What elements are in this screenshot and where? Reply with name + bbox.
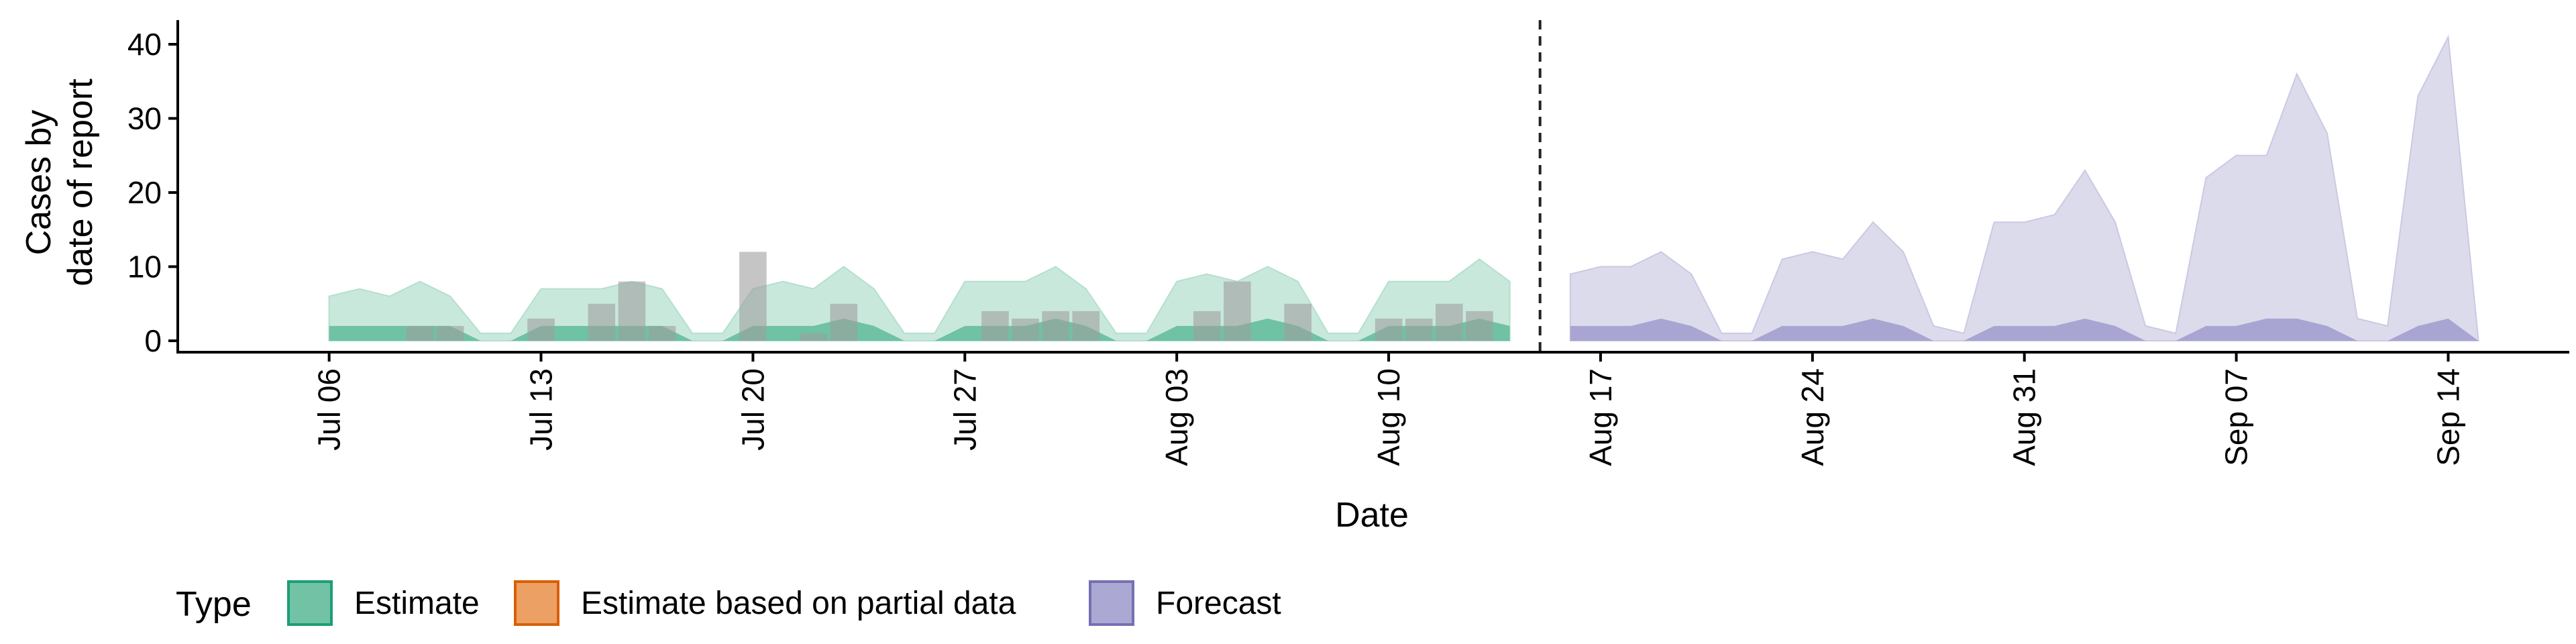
observed-bar [981, 311, 1009, 341]
observed-bar [588, 303, 616, 341]
y-tick-label: 0 [144, 323, 162, 358]
x-ticks: Jul 06 Jul 13 Jul 20 Jul 27 Aug 03 Aug 10 Aug … [312, 352, 2466, 466]
legend-label-partial: Estimate based on partial data [581, 586, 1016, 621]
x-axis-title: Date [1335, 496, 1409, 535]
observed-bar [1436, 303, 1463, 341]
legend-label-forecast: Forecast [1156, 586, 1281, 621]
estimate-outer-band [328, 258, 1511, 341]
y-axis-title: Cases by date of report [19, 78, 100, 286]
y-axis-title-line-1: Cases by [19, 110, 58, 256]
observed-bar [1072, 311, 1100, 341]
x-tick-label: Jul 20 [735, 368, 770, 451]
observed-bar [1042, 311, 1069, 341]
x-tick-label: Aug 31 [2007, 368, 2042, 466]
y-axis-title-line-2: date of report [61, 78, 100, 286]
y-ticks: 0 10 20 30 40 [127, 27, 178, 358]
x-axis: Jul 06 Jul 13 Jul 20 Jul 27 Aug 03 Aug 10 Aug … [176, 351, 2569, 466]
legend-title: Type [176, 585, 252, 624]
observed-bar [618, 281, 646, 341]
legend-item-forecast: Forecast [1089, 580, 1281, 626]
observed-bar [1405, 318, 1433, 341]
forecast-outer-band [1569, 34, 2479, 341]
x-tick-label: Aug 03 [1159, 368, 1194, 466]
legend-item-partial: Estimate based on partial data [514, 580, 1016, 626]
observed-bar [1224, 281, 1251, 341]
observed-bar [1375, 318, 1403, 341]
y-tick-label: 20 [127, 175, 162, 210]
observed-bar [1193, 311, 1221, 341]
legend-label-estimate: Estimate [354, 586, 480, 621]
observed-bar [436, 325, 464, 341]
legend-key-forecast [1089, 580, 1134, 626]
observed-bar [1284, 303, 1311, 341]
x-tick-label: Aug 24 [1795, 368, 1830, 466]
legend: Type Estimate Estimate based on partial … [176, 580, 1281, 626]
forecast-inner-band [1570, 318, 2479, 341]
plot-area [328, 20, 2479, 352]
estimate-outer-band-group [328, 258, 1511, 341]
observed-bar [830, 303, 858, 341]
y-tick-label: 30 [127, 101, 162, 136]
observed-bar [800, 333, 827, 341]
x-tick-label: Jul 27 [947, 368, 982, 451]
observed-bars-group [406, 252, 1493, 341]
x-tick-label: Jul 06 [312, 368, 347, 451]
observed-bar [527, 318, 555, 341]
y-tick-label: 40 [127, 27, 162, 62]
x-tick-label: Aug 17 [1583, 368, 1618, 466]
x-tick-label: Sep 14 [2431, 368, 2466, 466]
x-tick-label: Aug 10 [1371, 368, 1406, 466]
legend-item-estimate: Estimate [287, 580, 480, 626]
x-tick-label: Jul 13 [524, 368, 559, 451]
observed-bar [739, 252, 767, 341]
observed-bar [1466, 311, 1493, 341]
y-tick-label: 10 [127, 250, 162, 284]
forecast-outer-band-group [1569, 34, 2479, 341]
observed-bar [1012, 318, 1039, 341]
legend-key-estimate [287, 580, 333, 626]
forecast-inner-band-group [1570, 318, 2479, 341]
observed-bar [648, 325, 676, 341]
legend-key-partial [514, 580, 559, 626]
y-axis: 0 10 20 30 40 [127, 20, 179, 358]
observed-bar [406, 325, 434, 341]
x-tick-label: Sep 07 [2219, 368, 2254, 466]
